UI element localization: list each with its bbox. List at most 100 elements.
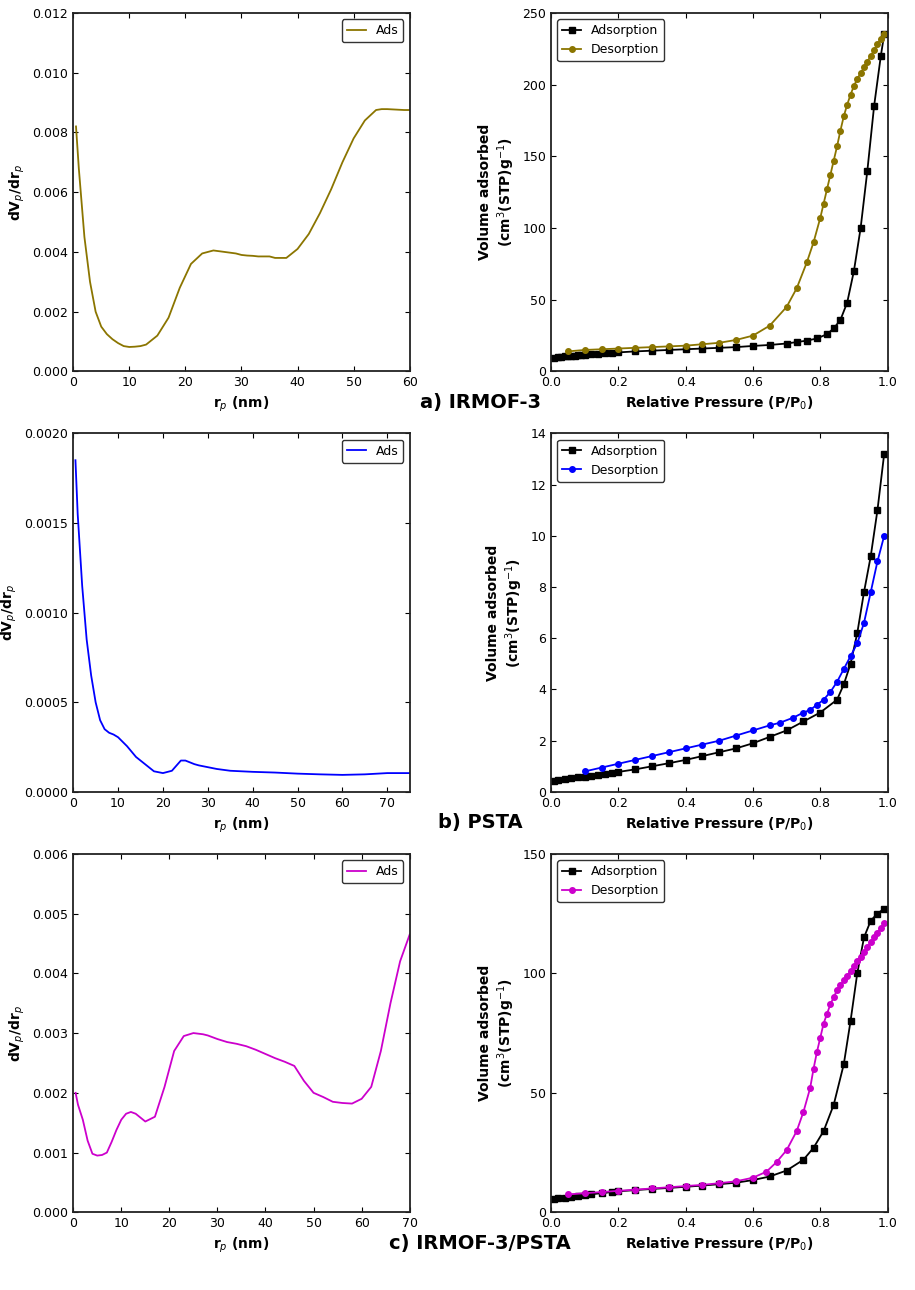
Ads [337,155,348,170]
Ads [141,337,152,352]
Adsorption [845,1014,856,1029]
Desorption [613,1183,624,1198]
Adsorption [748,338,759,353]
Desorption [866,584,877,600]
Line: Ads: Ads [76,934,410,1156]
Ads [308,1085,319,1100]
Ads [404,765,415,780]
Desorption [818,196,829,212]
Line: Desorption: Desorption [582,533,887,774]
Adsorption [866,913,877,929]
Desorption [798,1104,809,1120]
Ads [102,1144,113,1160]
Ads [315,205,326,221]
Adsorption [802,333,813,348]
Desorption [808,235,819,250]
Legend: Ads: Ads [342,860,404,884]
Desorption [697,337,708,352]
Adsorption [856,221,867,236]
Adsorption [559,348,570,364]
Ads [116,1112,127,1127]
Desorption [858,944,869,960]
Legend: Ads: Ads [342,19,404,43]
Desorption [630,752,640,768]
Adsorption [549,350,560,365]
Line: Adsorption: Adsorption [552,32,887,361]
Ads [174,280,185,295]
Ads [202,760,213,775]
Desorption [822,1006,833,1022]
Adsorption [630,761,640,777]
Ads [188,756,199,771]
Ads [404,102,415,117]
Desorption [697,737,708,752]
Y-axis label: Volume adsorbed
(cm$^3$(STP)g$^{-1}$): Volume adsorbed (cm$^3$(STP)g$^{-1}$) [478,124,517,261]
Adsorption [697,748,708,764]
Ads [212,1031,223,1046]
Ads [180,753,191,769]
Desorption [838,662,849,677]
Ads [270,765,281,780]
Ads [382,102,393,117]
Desorption [868,43,879,58]
Desorption [680,338,691,353]
Ads [202,1028,213,1044]
Desorption [814,1031,825,1046]
Adsorption [573,348,584,364]
Adsorption [573,770,584,786]
Adsorption [559,771,570,787]
Adsorption [748,735,759,751]
Adsorption [872,906,883,921]
Ads [247,764,258,779]
Desorption [856,66,867,81]
Adsorption [579,1187,590,1202]
Ads [163,310,174,325]
Desorption [791,1124,802,1139]
Desorption [848,79,859,94]
Adsorption [828,321,839,337]
Desorption [842,968,853,983]
X-axis label: Relative Pressure (P/P$_0$): Relative Pressure (P/P$_0$) [625,395,813,413]
Ads [231,1036,242,1051]
Adsorption [798,1152,809,1167]
Legend: Adsorption, Desorption: Adsorption, Desorption [557,440,664,482]
Adsorption [613,764,624,779]
Ads [371,102,382,117]
Ads [157,765,168,780]
Desorption [872,925,883,940]
Ads [275,250,286,266]
Ads [315,766,326,782]
Ads [356,1091,367,1107]
Adsorption [858,584,869,600]
Ads [72,506,83,521]
Desorption [818,1015,829,1031]
Desorption [862,939,873,955]
Ads [82,1133,93,1148]
Ads [394,953,405,969]
Ads [404,926,415,942]
Desorption [858,615,869,631]
Ads [91,304,102,320]
Ads [219,244,230,259]
Ads [292,766,303,782]
Adsorption [832,691,843,707]
Ads [241,1038,252,1054]
Desorption [876,920,887,935]
Desorption [596,760,607,775]
Adsorption [852,965,863,980]
Adsorption [878,27,889,43]
Desorption [781,1143,792,1158]
Ads [186,257,197,272]
Desorption [862,54,873,70]
Ads [167,762,178,778]
Desorption [714,335,725,351]
Desorption [872,553,883,569]
Ads [149,1109,160,1125]
Ads [303,226,314,241]
Adsorption [680,342,691,357]
Line: Desorption: Desorption [565,32,887,355]
Ads [122,738,133,753]
Ads [270,1050,281,1066]
Adsorption [663,756,674,771]
Adsorption [553,773,564,788]
